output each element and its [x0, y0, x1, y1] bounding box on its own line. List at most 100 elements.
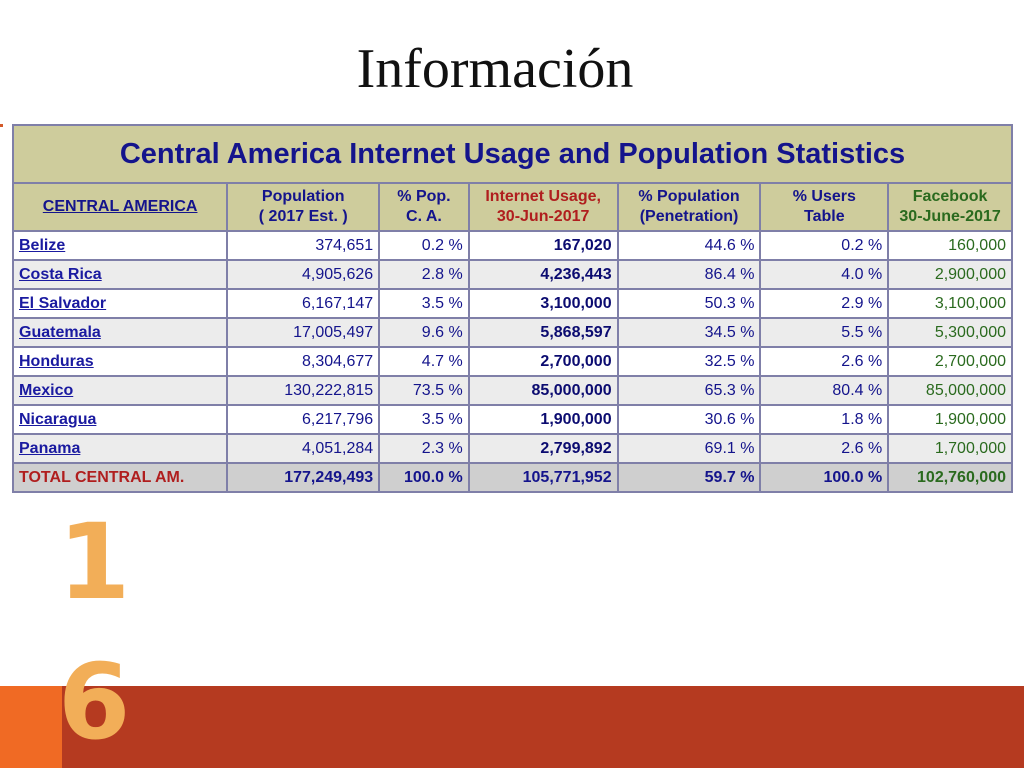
- pct-pop-cell: 3.5 %: [380, 406, 468, 433]
- penetration-cell: 44.6 %: [618, 232, 760, 259]
- pct-pop-cell: 9.6 %: [380, 319, 468, 346]
- footer-accent-block: [0, 686, 62, 768]
- population-cell: 8,304,677: [228, 348, 379, 375]
- country-link[interactable]: Honduras: [14, 348, 227, 375]
- table-title: Central America Internet Usage and Popul…: [14, 126, 1011, 182]
- population-cell: 374,651: [228, 232, 379, 259]
- pct-pop-cell: 2.8 %: [380, 261, 468, 288]
- header-penetration-line1: % Population: [638, 188, 740, 205]
- country-link[interactable]: Mexico: [14, 377, 227, 404]
- header-country-link[interactable]: CENTRAL AMERICA: [42, 198, 198, 215]
- table-row: Guatemala 17,005,497 9.6 % 5,868,597 34.5 % 5…: [14, 319, 1011, 346]
- header-population: Population ( 2017 Est. ): [228, 184, 379, 230]
- pct-pop-cell: 4.7 %: [380, 348, 468, 375]
- internet-usage-cell: 85,000,000: [469, 377, 617, 404]
- bullet-mark: [0, 124, 3, 127]
- page-number-digit-2: 6: [58, 641, 131, 763]
- header-penetration-line2: (Penetration): [639, 208, 739, 225]
- country-link[interactable]: Nicaragua: [14, 406, 227, 433]
- users-cell: 80.4 %: [761, 377, 888, 404]
- country-link[interactable]: Belize: [14, 232, 227, 259]
- header-penetration: % Population (Penetration): [618, 184, 760, 230]
- total-population: 177,249,493: [228, 464, 379, 491]
- total-users: 100.0 %: [761, 464, 888, 491]
- header-facebook-line2: 30-June-2017: [899, 208, 1001, 225]
- country-link[interactable]: El Salvador: [14, 290, 227, 317]
- stats-table: Central America Internet Usage and Popul…: [12, 124, 1013, 493]
- table-row: Costa Rica 4,905,626 2.8 % 4,236,443 86.4 % 4…: [14, 261, 1011, 288]
- facebook-cell: 3,100,000: [889, 290, 1011, 317]
- population-cell: 130,222,815: [228, 377, 379, 404]
- penetration-cell: 86.4 %: [618, 261, 760, 288]
- header-pct-pop-line2: C. A.: [406, 208, 442, 225]
- facebook-cell: 85,000,000: [889, 377, 1011, 404]
- internet-usage-cell: 4,236,443: [469, 261, 617, 288]
- country-link[interactable]: Panama: [14, 435, 227, 462]
- table-row: Belize 374,651 0.2 % 167,020 44.6 % 0.2 % 160,…: [14, 232, 1011, 259]
- page-number-digit-1: 1: [58, 501, 131, 623]
- users-cell: 2.9 %: [761, 290, 888, 317]
- population-cell: 6,217,796: [228, 406, 379, 433]
- penetration-cell: 50.3 %: [618, 290, 760, 317]
- header-country[interactable]: CENTRAL AMERICA: [14, 184, 227, 230]
- country-link[interactable]: Guatemala: [14, 319, 227, 346]
- header-pct-pop-line1: % Pop.: [397, 188, 451, 205]
- table-body: Belize 374,651 0.2 % 167,020 44.6 % 0.2 % 160,…: [14, 232, 1011, 462]
- users-cell: 5.5 %: [761, 319, 888, 346]
- internet-usage-cell: 3,100,000: [469, 290, 617, 317]
- facebook-cell: 1,700,000: [889, 435, 1011, 462]
- facebook-cell: 2,900,000: [889, 261, 1011, 288]
- header-internet-line1: Internet Usage,: [485, 188, 601, 205]
- users-cell: 2.6 %: [761, 348, 888, 375]
- internet-usage-cell: 2,799,892: [469, 435, 617, 462]
- total-facebook: 102,760,000: [889, 464, 1011, 491]
- penetration-cell: 69.1 %: [618, 435, 760, 462]
- facebook-cell: 5,300,000: [889, 319, 1011, 346]
- total-internet: 105,771,952: [469, 464, 617, 491]
- users-cell: 4.0 %: [761, 261, 888, 288]
- users-cell: 1.8 %: [761, 406, 888, 433]
- stats-table-container: Central America Internet Usage and Popul…: [12, 124, 1013, 516]
- table-row: Nicaragua 6,217,796 3.5 % 1,900,000 30.6 % 1.…: [14, 406, 1011, 433]
- table-row: Mexico 130,222,815 73.5 % 85,000,000 65.3 % 8…: [14, 377, 1011, 404]
- penetration-cell: 30.6 %: [618, 406, 760, 433]
- population-cell: 4,051,284: [228, 435, 379, 462]
- users-cell: 2.6 %: [761, 435, 888, 462]
- penetration-cell: 65.3 %: [618, 377, 760, 404]
- table-row: El Salvador 6,167,147 3.5 % 3,100,000 50.3 %…: [14, 290, 1011, 317]
- header-internet: Internet Usage, 30-Jun-2017: [469, 184, 617, 230]
- pct-pop-cell: 2.3 %: [380, 435, 468, 462]
- slide-title: Información: [356, 38, 634, 100]
- pct-pop-cell: 3.5 %: [380, 290, 468, 317]
- header-population-line1: Population: [261, 188, 345, 205]
- country-link[interactable]: Costa Rica: [14, 261, 227, 288]
- total-penetration: 59.7 %: [618, 464, 760, 491]
- internet-usage-cell: 167,020: [469, 232, 617, 259]
- total-pct-pop: 100.0 %: [380, 464, 468, 491]
- header-internet-line2: 30-Jun-2017: [496, 208, 590, 225]
- header-users-line1: % Users: [792, 188, 856, 205]
- penetration-cell: 32.5 %: [618, 348, 760, 375]
- users-cell: 0.2 %: [761, 232, 888, 259]
- population-cell: 17,005,497: [228, 319, 379, 346]
- facebook-cell: 2,700,000: [889, 348, 1011, 375]
- population-cell: 4,905,626: [228, 261, 379, 288]
- internet-usage-cell: 5,868,597: [469, 319, 617, 346]
- population-cell: 6,167,147: [228, 290, 379, 317]
- table-row: Honduras 8,304,677 4.7 % 2,700,000 32.5 % 2.6…: [14, 348, 1011, 375]
- table-row: Panama 4,051,284 2.3 % 2,799,892 69.1 % 2.6 %…: [14, 435, 1011, 462]
- total-row: TOTAL CENTRAL AM. 177,249,493 100.0 % 10…: [14, 464, 1011, 491]
- header-facebook: Facebook 30-June-2017: [889, 184, 1011, 230]
- footer-bar: [62, 686, 1024, 768]
- facebook-cell: 1,900,000: [889, 406, 1011, 433]
- facebook-cell: 160,000: [889, 232, 1011, 259]
- header-pct-pop: % Pop. C. A.: [380, 184, 468, 230]
- header-users-line2: Table: [804, 208, 845, 225]
- pct-pop-cell: 0.2 %: [380, 232, 468, 259]
- penetration-cell: 34.5 %: [618, 319, 760, 346]
- pct-pop-cell: 73.5 %: [380, 377, 468, 404]
- internet-usage-cell: 1,900,000: [469, 406, 617, 433]
- header-facebook-line1: Facebook: [912, 188, 988, 205]
- header-users: % Users Table: [761, 184, 888, 230]
- internet-usage-cell: 2,700,000: [469, 348, 617, 375]
